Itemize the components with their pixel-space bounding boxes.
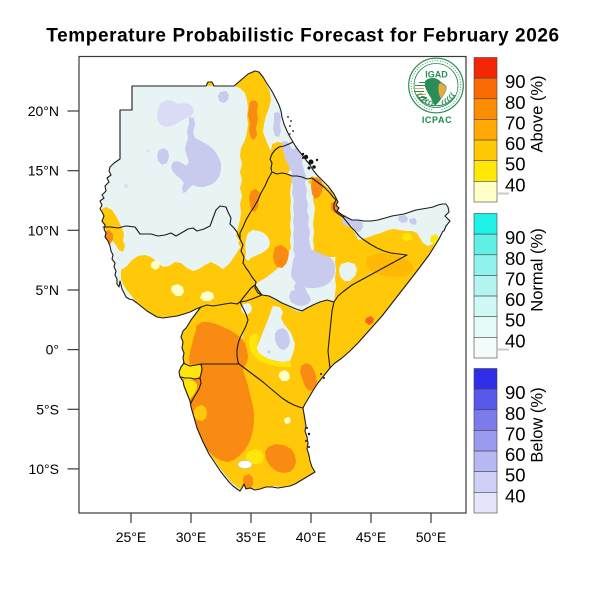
svg-text:50: 50 bbox=[505, 310, 526, 331]
svg-text:20°N: 20°N bbox=[28, 103, 59, 119]
svg-text:ICPAC: ICPAC bbox=[422, 115, 452, 125]
svg-text:60: 60 bbox=[505, 444, 526, 465]
svg-text:90: 90 bbox=[505, 382, 526, 403]
svg-text:30°E: 30°E bbox=[176, 529, 207, 545]
svg-text:90: 90 bbox=[505, 227, 526, 248]
svg-text:60: 60 bbox=[505, 133, 526, 154]
svg-text:Temperature Probabilistic Fore: Temperature Probabilistic Forecast for F… bbox=[46, 26, 559, 47]
svg-text:15°N: 15°N bbox=[28, 163, 59, 179]
svg-text:5°N: 5°N bbox=[36, 282, 60, 298]
svg-text:40: 40 bbox=[505, 330, 526, 351]
svg-text:70: 70 bbox=[505, 268, 526, 289]
svg-text:70: 70 bbox=[505, 423, 526, 444]
svg-text:60: 60 bbox=[505, 289, 526, 310]
svg-text:70: 70 bbox=[505, 112, 526, 133]
svg-text:Below (%): Below (%) bbox=[529, 387, 547, 462]
svg-text:10°N: 10°N bbox=[28, 222, 59, 238]
svg-text:Above (%): Above (%) bbox=[529, 75, 547, 152]
svg-text:40: 40 bbox=[505, 485, 526, 506]
svg-text:40°E: 40°E bbox=[296, 529, 327, 545]
svg-text:50: 50 bbox=[505, 465, 526, 486]
svg-text:90: 90 bbox=[505, 71, 526, 92]
svg-text:50: 50 bbox=[505, 154, 526, 175]
svg-text:80: 80 bbox=[505, 403, 526, 424]
svg-text:10°S: 10°S bbox=[28, 461, 59, 477]
svg-text:35°E: 35°E bbox=[236, 529, 267, 545]
svg-text:40: 40 bbox=[505, 174, 526, 195]
svg-text:Normal (%): Normal (%) bbox=[529, 228, 547, 311]
svg-text:25°E: 25°E bbox=[116, 529, 147, 545]
svg-text:0°: 0° bbox=[46, 342, 59, 358]
svg-text:80: 80 bbox=[505, 248, 526, 269]
svg-text:5°S: 5°S bbox=[36, 401, 59, 417]
svg-text:80: 80 bbox=[505, 92, 526, 113]
svg-text:45°E: 45°E bbox=[356, 529, 387, 545]
svg-text:IGAD: IGAD bbox=[425, 70, 448, 80]
svg-text:50°E: 50°E bbox=[416, 529, 447, 545]
